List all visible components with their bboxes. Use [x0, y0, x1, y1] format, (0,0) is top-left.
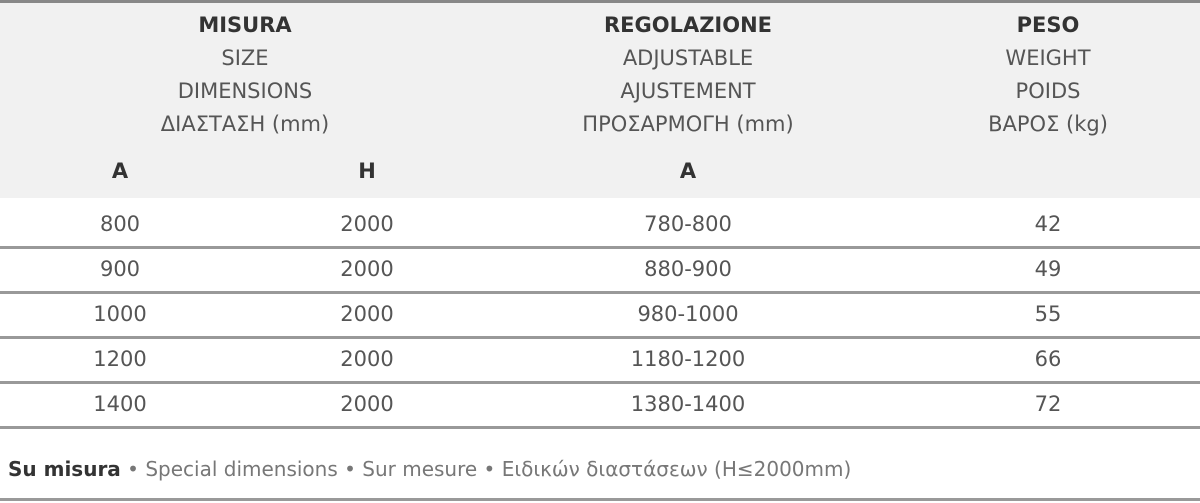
table-cell: 42 [1034, 212, 1062, 236]
table-row: 900 2000 880-900 49 [0, 247, 1200, 292]
table-cell: 55 [1034, 302, 1062, 326]
header-size: MISURA SIZE DIMENSIONS ΔΙΑΣΤΑΣΗ (mm) [161, 9, 329, 141]
table-cell: 49 [1034, 257, 1062, 281]
table-row: 1400 2000 1380-1400 72 [0, 382, 1200, 427]
subheader-a: A [111, 159, 129, 183]
header-label: ADJUSTABLE [622, 46, 754, 70]
table-row: 1000 2000 980-1000 55 [0, 292, 1200, 337]
header-label: PESO [1016, 13, 1080, 37]
header-weight: PESO WEIGHT POIDS ΒΑΡΟΣ (kg) [988, 9, 1108, 141]
footer-bold: Su misura [8, 457, 121, 481]
table-header: MISURA SIZE DIMENSIONS ΔΙΑΣΤΑΣΗ (mm) REG… [0, 3, 1200, 198]
table-cell: 800 [99, 212, 141, 236]
header-adjustable: REGOLAZIONE ADJUSTABLE AJUSTEMENT ΠΡΟΣΑΡ… [582, 9, 793, 141]
header-label: ΠΡΟΣΑΡΜΟΓΗ (mm) [582, 112, 794, 136]
table-cell: 900 [99, 257, 141, 281]
header-label: ΔΙΑΣΤΑΣΗ (mm) [160, 112, 330, 136]
table-cell: 2000 [340, 347, 394, 371]
row-divider [0, 291, 1200, 294]
table-cell: 1000 [93, 302, 147, 326]
table-cell: 1380-1400 [630, 392, 746, 416]
table-cell: 1200 [93, 347, 147, 371]
subheader-adjust-a: A [679, 159, 697, 183]
table-cell: 72 [1034, 392, 1062, 416]
header-label: SIZE [221, 46, 269, 70]
header-label: AJUSTEMENT [620, 79, 756, 103]
table-cell: 1400 [93, 392, 147, 416]
table-cell: 1180-1200 [630, 347, 746, 371]
row-divider [0, 426, 1200, 429]
top-border [0, 0, 1200, 3]
table-cell: 780-800 [644, 212, 732, 236]
table-cell: 2000 [340, 392, 394, 416]
footer-text: • Special dimensions • Sur mesure • Ειδι… [120, 457, 852, 481]
table-cell: 66 [1034, 347, 1062, 371]
header-label: WEIGHT [1005, 46, 1091, 70]
header-label: DIMENSIONS [177, 79, 313, 103]
header-label: ΒΑΡΟΣ (kg) [988, 112, 1108, 136]
row-divider [0, 246, 1200, 249]
bottom-border [0, 498, 1200, 501]
header-label: REGOLAZIONE [603, 13, 773, 37]
header-label: MISURA [198, 13, 292, 37]
table-row: 800 2000 780-800 42 [0, 202, 1200, 247]
table-cell: 980-1000 [637, 302, 739, 326]
table-cell: 880-900 [644, 257, 732, 281]
row-divider [0, 381, 1200, 384]
footer-note: Su misura • Special dimensions • Sur mes… [8, 457, 851, 481]
table-cell: 2000 [340, 257, 394, 281]
table-row: 1200 2000 1180-1200 66 [0, 337, 1200, 382]
row-divider [0, 336, 1200, 339]
table-cell: 2000 [340, 302, 394, 326]
subheader-h: H [358, 159, 376, 183]
table-cell: 2000 [340, 212, 394, 236]
header-label: POIDS [1015, 79, 1081, 103]
